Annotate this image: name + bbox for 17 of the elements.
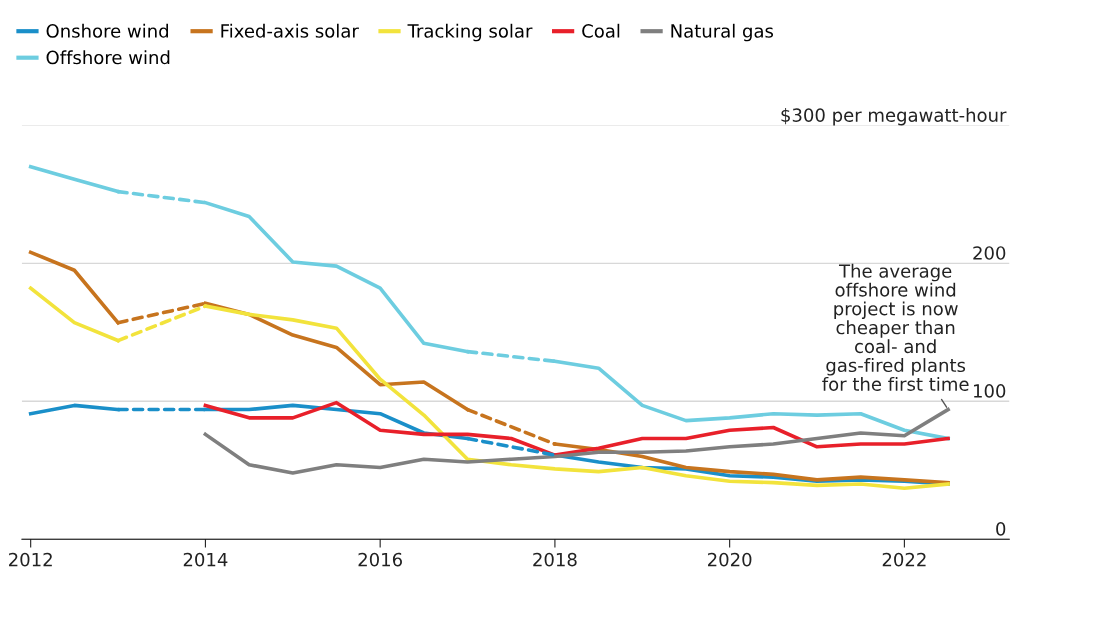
annotation: The average offshore wind project is now cheaper than coal- and gas-fired plants for the first time xyxy=(822,263,969,391)
x-tick-label: 2012 xyxy=(9,552,52,567)
y-tick-label: 0 xyxy=(996,522,1006,536)
legend-label: Onshore wind xyxy=(46,23,168,38)
legend-label: Offshore wind xyxy=(46,50,170,65)
x-tick-label: 2020 xyxy=(708,552,752,567)
y-tick-label: $300 per megawatt-hour xyxy=(781,107,1007,126)
legend-label: Coal xyxy=(582,23,620,38)
x-tick-label: 2018 xyxy=(533,552,577,567)
legend-label: Tracking solar xyxy=(407,23,533,42)
x-tick-label: 2014 xyxy=(183,552,228,567)
legend-label: Fixed-axis solar xyxy=(221,23,359,38)
legend-label: Natural gas xyxy=(671,23,774,42)
y-tick-label: 200 xyxy=(973,246,1006,260)
x-tick-label: 2016 xyxy=(358,552,402,567)
y-tick-label: 100 xyxy=(973,384,1006,398)
x-tick-label: 2022 xyxy=(882,552,926,567)
